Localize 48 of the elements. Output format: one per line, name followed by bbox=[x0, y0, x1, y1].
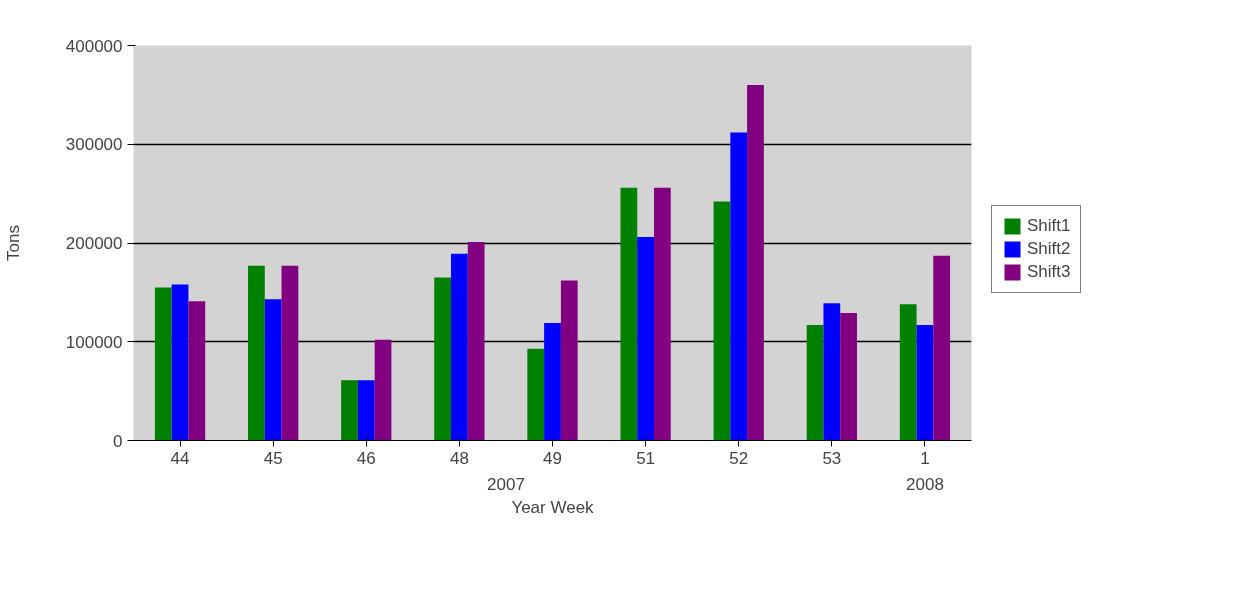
y-tick-label: 100000 bbox=[65, 332, 123, 352]
x-tick-label: 51 bbox=[636, 448, 656, 468]
text: 2007 bbox=[487, 474, 525, 494]
bar bbox=[637, 237, 654, 441]
y-axis-title: Tons bbox=[3, 225, 23, 261]
bar bbox=[840, 313, 857, 441]
bar bbox=[916, 324, 934, 441]
bar bbox=[188, 301, 206, 441]
bar bbox=[374, 339, 392, 441]
bar bbox=[154, 287, 172, 441]
bar bbox=[357, 380, 375, 441]
x-tick-label: 46 bbox=[356, 448, 376, 468]
y-tick-label: 300000 bbox=[65, 135, 123, 155]
bar bbox=[527, 348, 545, 441]
bar bbox=[713, 201, 731, 441]
bar bbox=[620, 187, 638, 441]
bar bbox=[341, 380, 358, 441]
bar bbox=[264, 299, 282, 441]
legend-label: Shift2 bbox=[1027, 238, 1071, 259]
bar bbox=[171, 284, 189, 441]
x-tick-label: 45 bbox=[263, 448, 283, 468]
x-tick-label: 48 bbox=[449, 448, 469, 468]
x-tick-label: 1 bbox=[920, 448, 930, 468]
y-tick-label: 200000 bbox=[65, 234, 123, 253]
bar bbox=[806, 324, 824, 441]
bar bbox=[281, 265, 299, 441]
bar bbox=[899, 304, 917, 441]
bar bbox=[653, 187, 671, 441]
bar bbox=[933, 255, 951, 441]
y-tick-label: 0 bbox=[113, 431, 123, 451]
legend-label: Shift1 bbox=[1027, 215, 1071, 236]
legend-label: Shift3 bbox=[1027, 261, 1071, 282]
bar bbox=[434, 277, 452, 441]
y-tick-label: 400000 bbox=[65, 36, 123, 56]
x-tick-label: 52 bbox=[729, 448, 749, 468]
bar bbox=[451, 253, 468, 441]
x-tick-label: 53 bbox=[822, 448, 842, 468]
bar bbox=[560, 280, 578, 441]
x-tick-label: 49 bbox=[543, 448, 562, 468]
bar bbox=[730, 132, 748, 441]
bar bbox=[823, 303, 841, 441]
bar bbox=[248, 265, 265, 441]
text: 2008 bbox=[906, 474, 944, 494]
bar bbox=[747, 85, 764, 441]
x-axis-title: Year Week bbox=[511, 497, 595, 517]
bar bbox=[544, 322, 561, 441]
bar bbox=[467, 242, 485, 441]
x-tick-label: 44 bbox=[170, 448, 190, 468]
